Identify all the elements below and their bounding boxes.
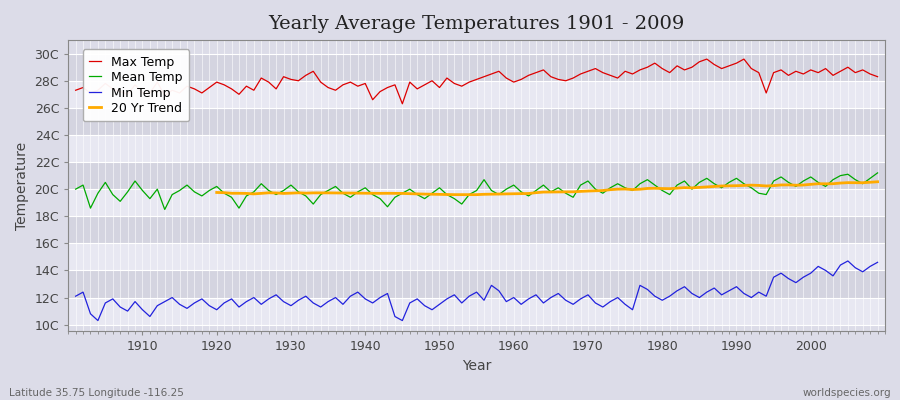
Max Temp — [397, 101, 408, 106]
20 Yr Trend — [212, 190, 222, 195]
Bar — [68, 216, 885, 243]
Text: Latitude 35.75 Longitude -116.25: Latitude 35.75 Longitude -116.25 — [9, 388, 184, 398]
Max Temp — [508, 80, 519, 84]
Mean Temp — [130, 179, 140, 184]
Min Temp — [516, 302, 526, 307]
Mean Temp — [605, 185, 616, 190]
Min Temp — [93, 318, 104, 323]
Min Temp — [605, 299, 616, 304]
Min Temp — [70, 294, 81, 298]
Max Temp — [701, 57, 712, 62]
20 Yr Trend — [769, 183, 779, 188]
Mean Temp — [159, 207, 170, 212]
Bar — [68, 270, 885, 298]
Max Temp — [516, 77, 526, 82]
Line: 20 Yr Trend: 20 Yr Trend — [217, 182, 878, 195]
Bar — [68, 189, 885, 216]
Text: worldspecies.org: worldspecies.org — [803, 388, 891, 398]
Line: Max Temp: Max Temp — [76, 59, 878, 104]
X-axis label: Year: Year — [462, 359, 491, 373]
Min Temp — [345, 294, 356, 298]
20 Yr Trend — [872, 179, 883, 184]
Mean Temp — [345, 195, 356, 200]
Max Temp — [872, 74, 883, 79]
Mean Temp — [508, 183, 519, 188]
Bar — [68, 243, 885, 270]
Legend: Max Temp, Mean Temp, Min Temp, 20 Yr Trend: Max Temp, Mean Temp, Min Temp, 20 Yr Tre… — [83, 49, 189, 121]
Bar — [68, 298, 885, 325]
Mean Temp — [301, 194, 311, 198]
Mean Temp — [872, 170, 883, 175]
Min Temp — [508, 295, 519, 300]
Max Temp — [130, 82, 140, 87]
20 Yr Trend — [412, 192, 423, 196]
20 Yr Trend — [680, 185, 690, 190]
Min Temp — [301, 294, 311, 298]
20 Yr Trend — [301, 191, 311, 196]
20 Yr Trend — [456, 192, 467, 197]
Min Temp — [137, 307, 148, 312]
Bar — [68, 135, 885, 162]
Min Temp — [872, 260, 883, 265]
Bar — [68, 162, 885, 189]
Mean Temp — [70, 187, 81, 192]
Mean Temp — [516, 190, 526, 194]
Max Temp — [338, 82, 348, 87]
Title: Yearly Average Temperatures 1901 - 2009: Yearly Average Temperatures 1901 - 2009 — [268, 15, 685, 33]
Bar — [68, 108, 885, 135]
Max Temp — [293, 78, 304, 83]
Max Temp — [605, 73, 616, 78]
Max Temp — [70, 88, 81, 93]
Y-axis label: Temperature: Temperature — [15, 142, 29, 230]
Bar — [68, 54, 885, 81]
20 Yr Trend — [783, 182, 794, 187]
Line: Min Temp: Min Temp — [76, 261, 878, 320]
Min Temp — [842, 258, 853, 263]
Bar — [68, 81, 885, 108]
Line: Mean Temp: Mean Temp — [76, 173, 878, 210]
20 Yr Trend — [850, 180, 860, 185]
